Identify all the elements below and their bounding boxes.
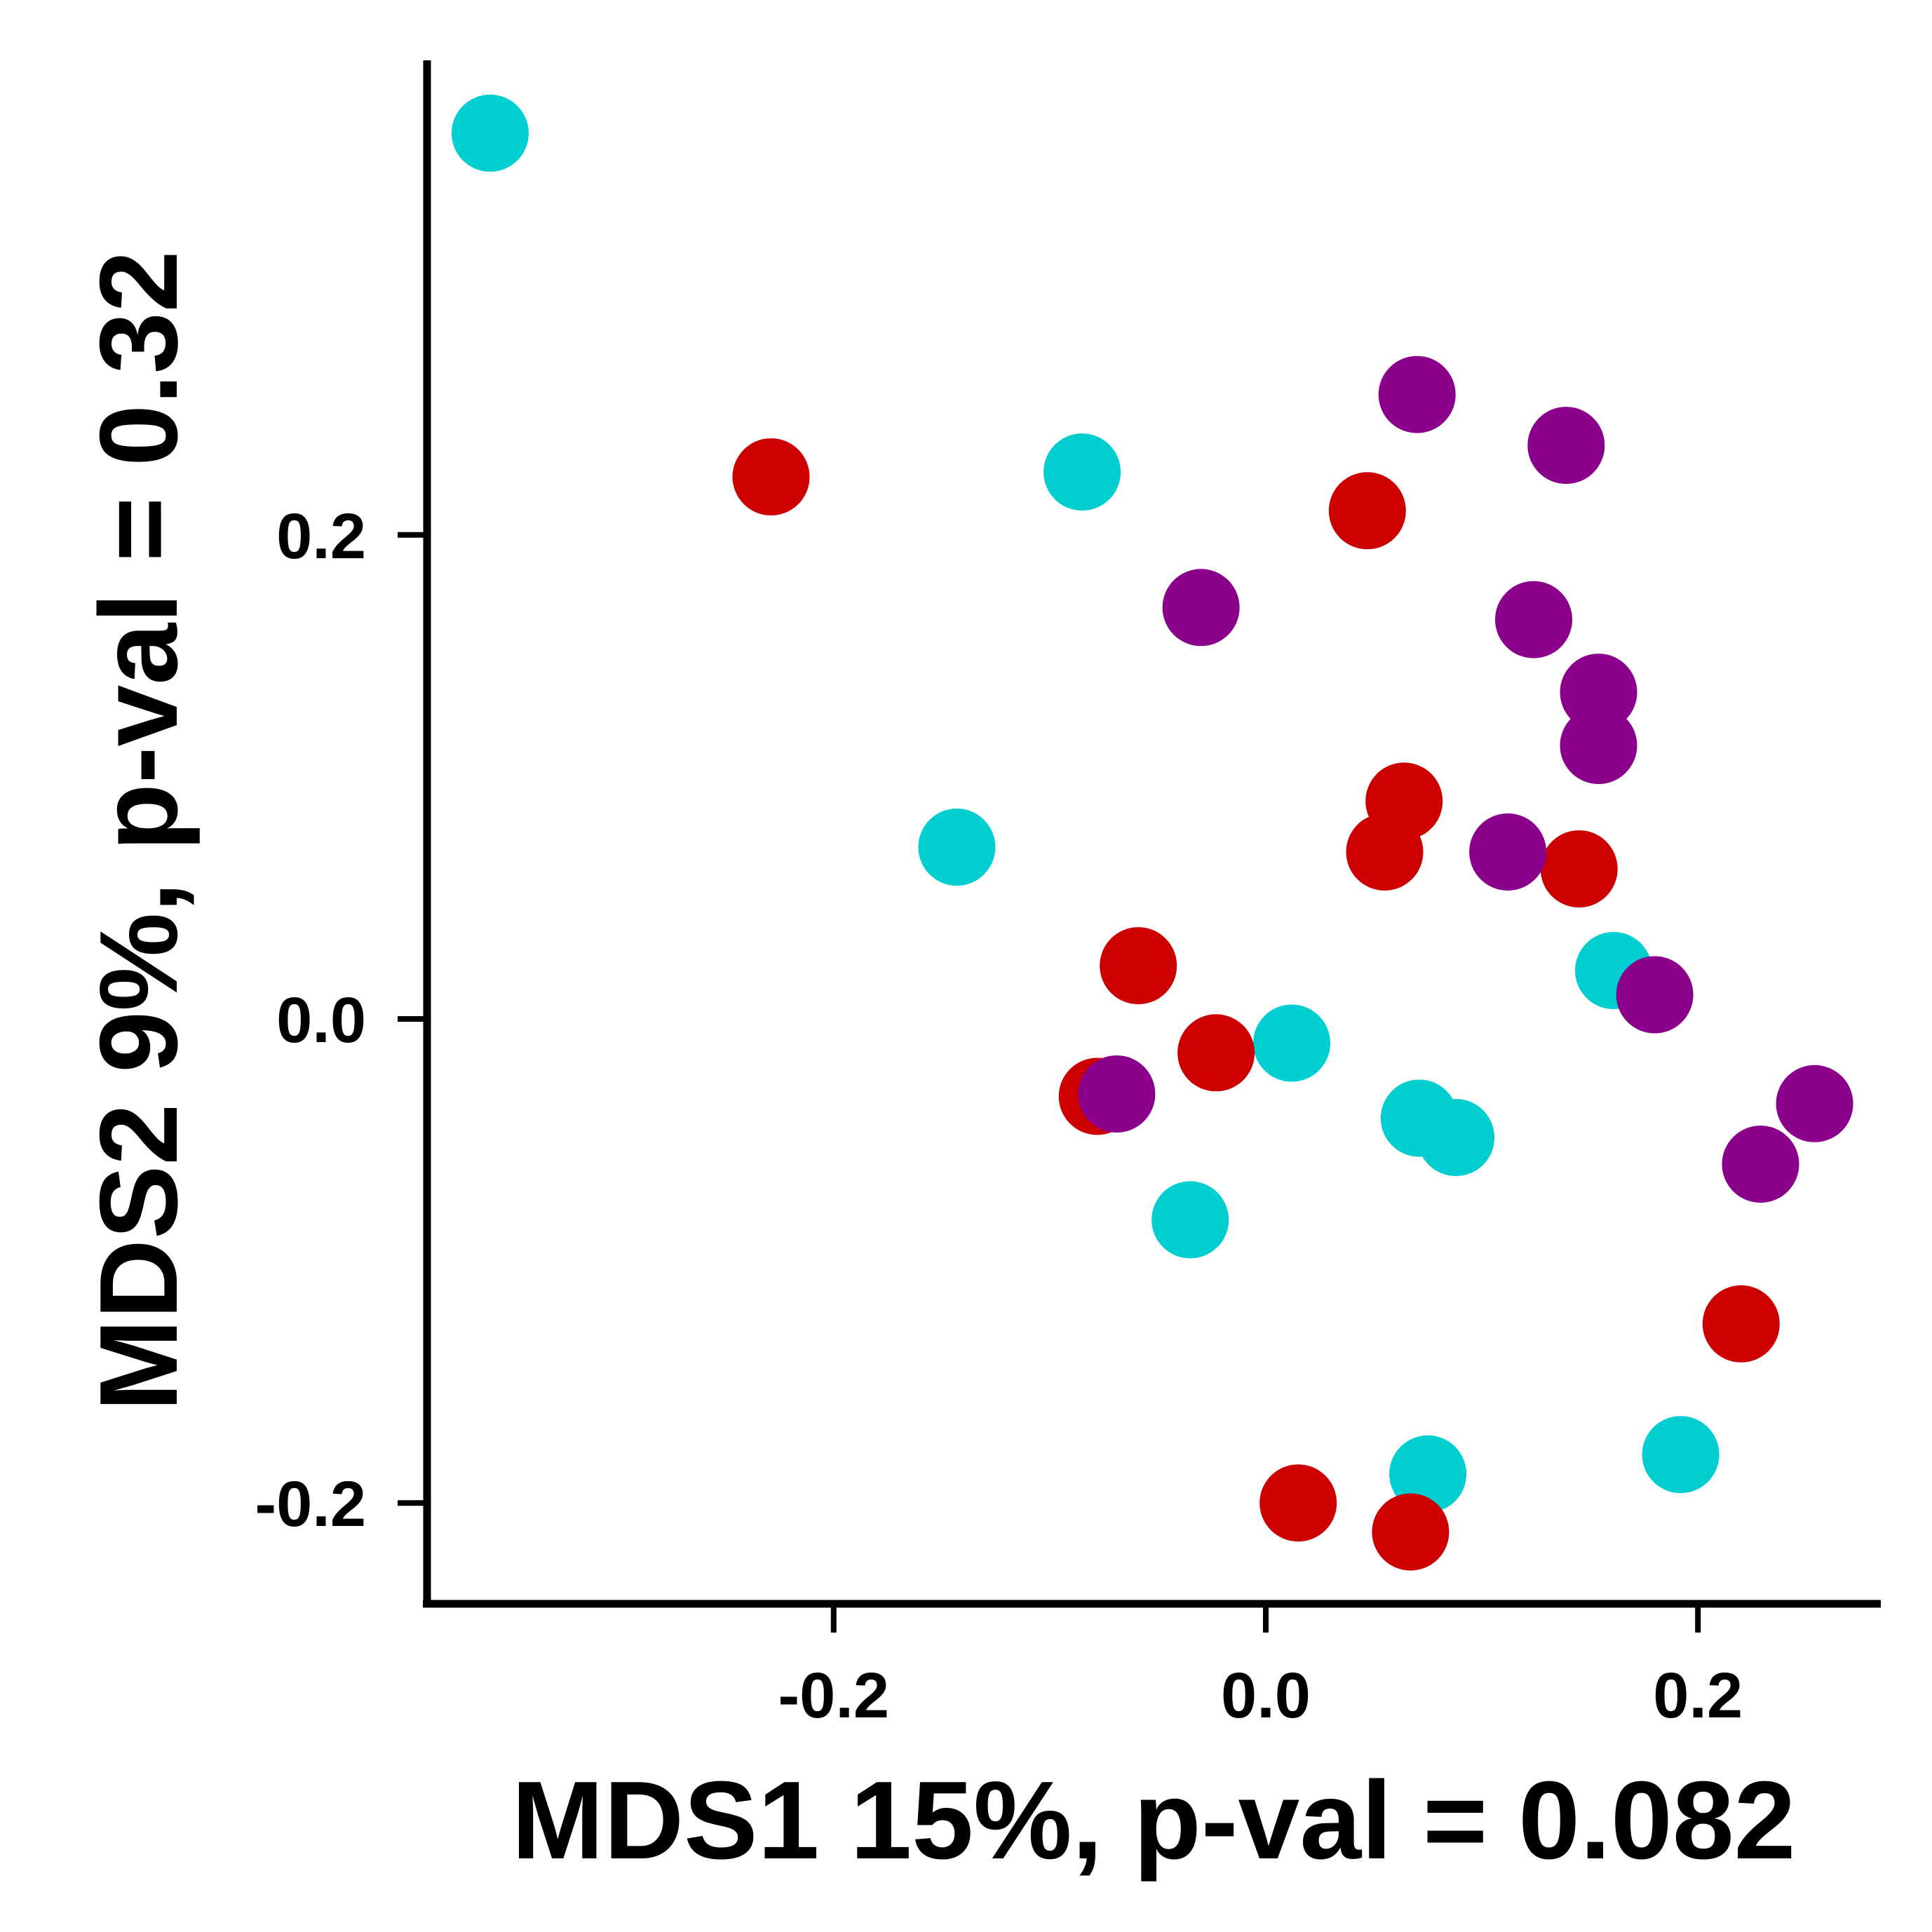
data-point-s3-6 — [1560, 707, 1637, 784]
data-point-s1-7 — [1417, 1099, 1495, 1177]
data-point-s2-9 — [1702, 1285, 1780, 1363]
x-tick-label: 0.2 — [1653, 1660, 1743, 1731]
data-point-s3-7 — [1469, 813, 1547, 891]
x-axis-title: MDS1 15%, p-val = 0.082 — [511, 1759, 1795, 1882]
data-point-s3-10 — [1776, 1065, 1853, 1142]
data-point-s2-10 — [1259, 1464, 1337, 1542]
y-tick-label: 0.0 — [276, 985, 366, 1056]
y-tick-label: 0.2 — [276, 501, 366, 572]
data-point-s3-11 — [1722, 1126, 1799, 1203]
y-tick-label: -0.2 — [255, 1468, 366, 1540]
data-point-s2-2 — [1328, 472, 1406, 550]
x-tick-label: 0.0 — [1221, 1660, 1311, 1731]
y-ticks: -0.2 0.0 0.2 — [255, 501, 424, 1540]
data-point-s1-10 — [1389, 1435, 1467, 1513]
data-point-s3-5 — [1560, 654, 1637, 731]
data-point-s2-6 — [1100, 927, 1177, 1005]
data-point-s3-9 — [1078, 1055, 1156, 1133]
data-point-s3-2 — [1527, 407, 1605, 485]
data-point-s3-3 — [1162, 569, 1240, 647]
y-axis-title: MDS2 9%, p-val = 0.32 — [77, 250, 201, 1411]
points-layer — [451, 94, 1853, 1571]
data-point-s2-5 — [1540, 830, 1618, 907]
data-point-s1-1 — [451, 94, 529, 172]
data-point-s3-1 — [1378, 356, 1456, 433]
data-point-s1-5 — [1253, 1004, 1330, 1082]
data-point-s3-8 — [1616, 956, 1694, 1034]
data-point-s1-9 — [1642, 1416, 1720, 1494]
data-point-s1-3 — [918, 809, 996, 886]
data-point-s1-2 — [1043, 433, 1121, 511]
x-ticks: -0.2 0.0 0.2 — [778, 1607, 1743, 1731]
data-point-s2-7 — [1177, 1014, 1255, 1092]
data-point-s2-4 — [1346, 813, 1424, 891]
data-point-s1-8 — [1151, 1181, 1229, 1259]
data-point-s3-4 — [1495, 581, 1572, 658]
data-point-s2-1 — [732, 438, 810, 515]
x-tick-label: -0.2 — [778, 1660, 890, 1731]
data-point-s2-11 — [1372, 1493, 1450, 1571]
